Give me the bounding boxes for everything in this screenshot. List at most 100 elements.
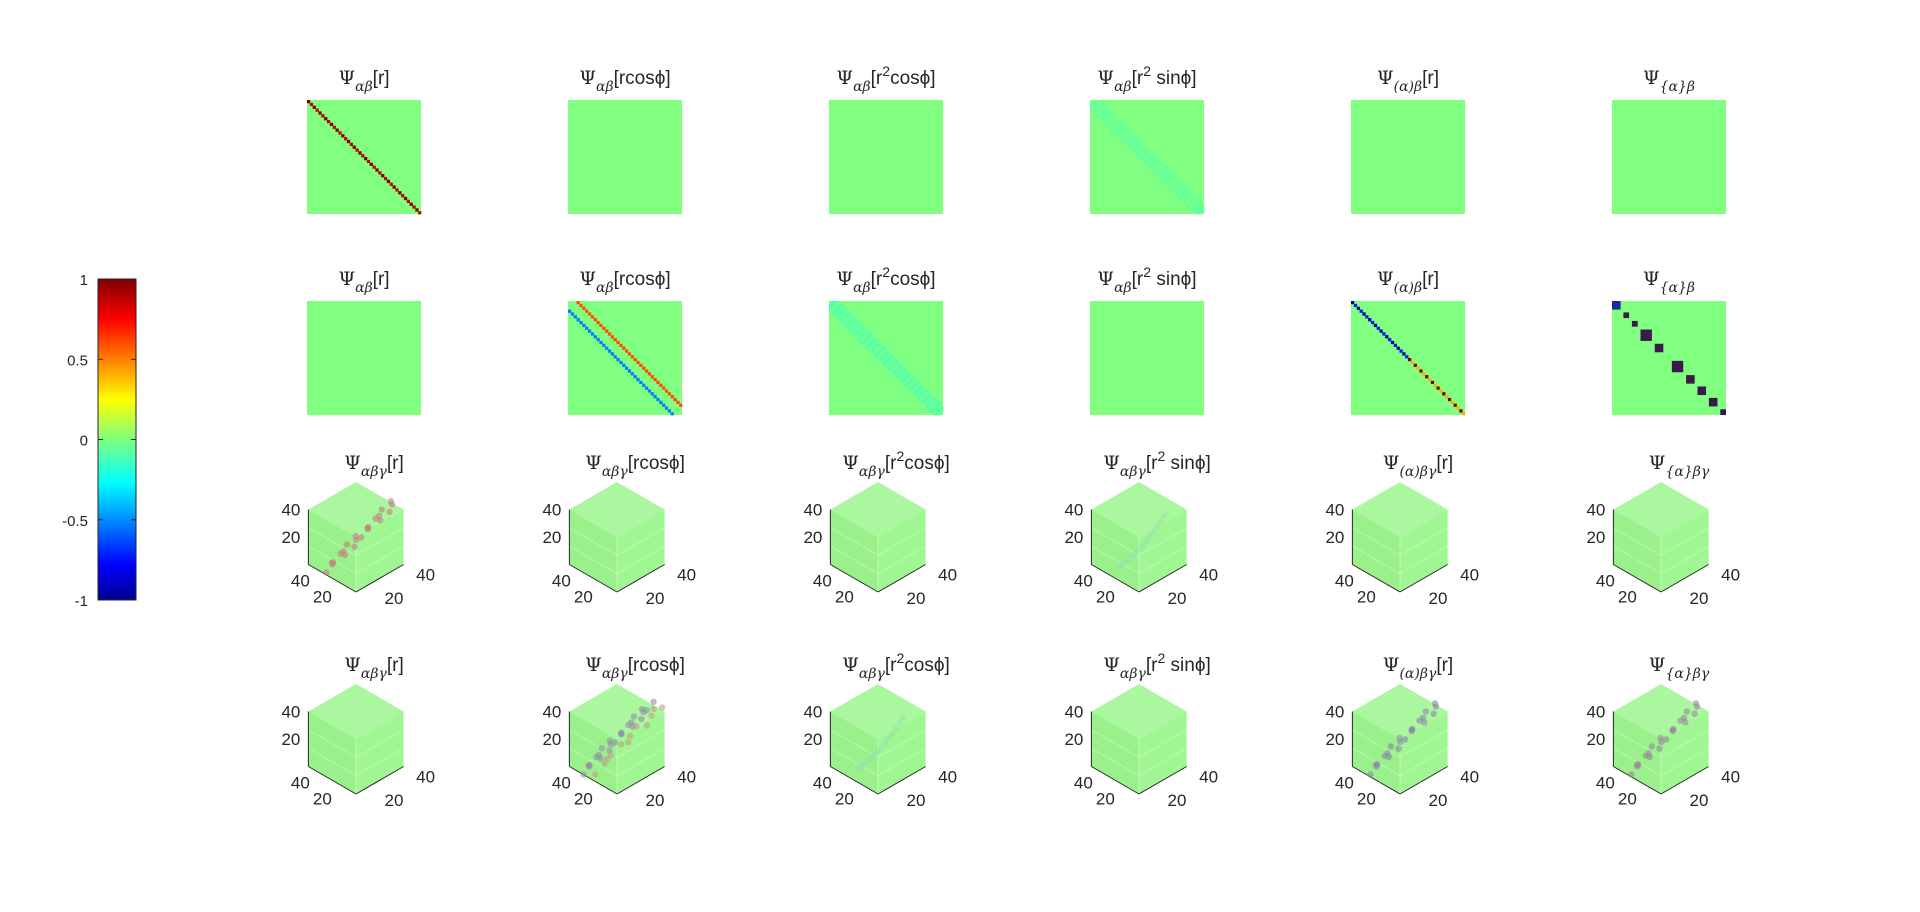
heatmap-cell-band [837, 312, 841, 316]
heatmap-cell-diag-a [1405, 355, 1409, 359]
heatmap-cell-band [1198, 202, 1202, 206]
cube-grid-line [830, 729, 879, 758]
heatmap-cell-band [914, 383, 918, 387]
axis-z-tick-label: 20 [1325, 528, 1344, 547]
scatter-point [1122, 558, 1129, 565]
heatmap-cell-band [1189, 191, 1193, 195]
heatmap-cell-lower [582, 323, 586, 328]
cube-grid-line [569, 527, 618, 556]
heatmap-cell-band [1172, 174, 1176, 178]
heatmap-cell-band [1118, 134, 1122, 138]
heatmap-cell-lower [670, 412, 674, 416]
heatmap-cell-band [877, 340, 881, 345]
scatter-point [598, 745, 606, 752]
panel-r1-c5: Ψ(α)β[r] [1351, 67, 1465, 214]
cube-face-left [569, 711, 617, 794]
axis-z-tick-label: 40 [1064, 501, 1083, 520]
panel-title: Ψ{α}β [1643, 67, 1695, 95]
scatter-point [580, 771, 587, 778]
cube-face-right [878, 711, 926, 794]
axis-y [1138, 564, 1187, 593]
scatter-point [648, 712, 655, 720]
heatmap-cell-band [1184, 199, 1188, 203]
heatmap-cell-band [894, 366, 898, 370]
heatmap-cell-upper [576, 301, 580, 305]
heatmap-cell [326, 119, 331, 124]
cube-face-left [1352, 509, 1400, 592]
heatmap-area [307, 301, 421, 415]
scatter-point [1409, 725, 1416, 733]
axis-x [308, 564, 357, 593]
heatmap-cell-lower [607, 349, 612, 353]
heatmap-cell-lower [596, 338, 600, 342]
heatmap-cell-band [1107, 122, 1111, 127]
axis-x-tick-label: 40 [1596, 572, 1615, 591]
axis-x-tick-label: 20 [1357, 790, 1376, 809]
axis-x-tick-label: 40 [291, 572, 310, 591]
scatter-point [1147, 533, 1154, 540]
cube-grid-line [877, 545, 926, 575]
heatmap-cell-band [871, 349, 875, 353]
heatmap-cell [415, 208, 419, 212]
heatmap-cell-band [903, 369, 907, 373]
heatmap-cell-band [1147, 151, 1151, 155]
scatter-point [387, 498, 395, 505]
axis-y-tick-label: 40 [938, 566, 957, 585]
axis-x-tick-label: 20 [1096, 588, 1115, 607]
cube-grid-line [1352, 527, 1401, 556]
heatmap-cell-band [1109, 119, 1114, 124]
heatmap-cell-lower [605, 346, 609, 350]
heatmap-cell-upper [610, 335, 614, 339]
cube-face-left [1613, 711, 1661, 794]
scatter-point [865, 757, 872, 764]
axis-y-tick-label: 20 [646, 589, 665, 608]
heatmap-cell-band [851, 332, 856, 336]
scatter-point [607, 752, 615, 759]
heatmap-cell [378, 171, 382, 175]
cube-grid-line [1091, 527, 1140, 556]
panel-r1-c6: Ψ{α}β [1612, 67, 1726, 214]
scatter-point [650, 698, 657, 706]
heatmap-cell-band [925, 395, 930, 399]
heatmap-cell-band [840, 303, 844, 308]
axis-y-tick-label: 40 [677, 768, 696, 787]
axis-x-tick-label: 20 [1618, 588, 1637, 607]
axis-y-tick-label: 20 [1168, 589, 1187, 608]
axis-x-tick-label: 40 [1074, 572, 1093, 591]
heatmap-cell-band [1158, 171, 1162, 175]
heatmap-cell-band [1129, 142, 1134, 146]
heatmap-cell-band [1115, 119, 1119, 124]
heatmap-cell-band [1092, 111, 1097, 115]
scatter-point [633, 722, 640, 730]
heatmap-cell-band [1138, 139, 1142, 144]
heatmap-cell-band [1135, 151, 1139, 155]
heatmap-cell-band [1129, 139, 1134, 144]
panel-title: Ψαβγ[rcosϕ] [585, 654, 685, 682]
heatmap-cell-upper [676, 400, 680, 404]
heatmap-cell-band [1195, 211, 1199, 215]
heatmap-cell-band [914, 380, 918, 385]
heatmap-cell-band [1144, 154, 1148, 158]
scatter-point [1150, 528, 1157, 535]
heatmap-cell-band [857, 326, 861, 330]
panel-title: Ψαβγ[r] [344, 654, 403, 682]
heatmap-cell-lower [656, 397, 660, 402]
heatmap-cell-band [931, 397, 935, 402]
axis-y-tick-label: 40 [677, 566, 696, 585]
heatmap-cell-diag-b [1408, 358, 1412, 362]
heatmap-cell-band [860, 340, 864, 345]
heatmap-cell-band [1132, 148, 1136, 152]
heatmap-cell-band [914, 392, 918, 396]
heatmap-cell-band [1192, 208, 1196, 212]
heatmap-cell-band [1121, 122, 1125, 127]
scatter-point [386, 508, 393, 515]
axis-x [308, 766, 357, 795]
heatmap-cell-diag-a [1399, 349, 1403, 353]
heatmap-cell-band [880, 358, 884, 362]
heatmap-cell-band [846, 315, 850, 319]
heatmap-cell [321, 114, 325, 118]
heatmap-cell [409, 202, 413, 206]
heatmap-cell-lower [613, 355, 617, 359]
heatmap-cell-diag-b [1416, 366, 1420, 370]
